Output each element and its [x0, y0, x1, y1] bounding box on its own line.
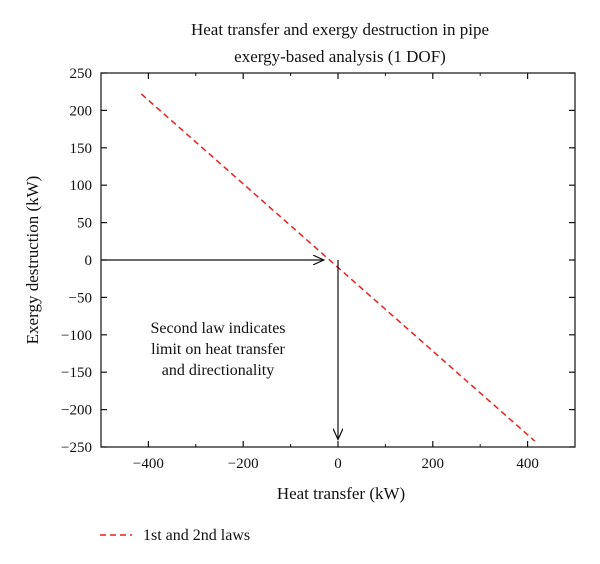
y-tick-label: 250 [70, 66, 93, 82]
x-tick-label: 200 [422, 456, 445, 472]
chart-title-line-1: Heat transfer and exergy destruction in … [191, 20, 489, 39]
chart-title-line-2: exergy-based analysis (1 DOF) [234, 47, 446, 66]
annotation-line-3: and directionality [162, 362, 274, 379]
x-axis: −400 −200 0 200 400 [133, 73, 539, 472]
y-axis-label: Exergy destruction (kW) [23, 176, 42, 345]
annotation-line-1: Second law indicates [150, 320, 285, 337]
y-tick-label: −150 [61, 365, 92, 381]
x-tick-label: 400 [516, 456, 539, 472]
y-tick-label: −50 [69, 290, 92, 306]
x-tick-label: −400 [133, 456, 164, 472]
y-axis: 250 200 150 100 50 0 −50 −100 −150 −200 −250 [61, 66, 575, 456]
x-tick-label: −200 [228, 456, 259, 472]
x-axis-label: Heat transfer (kW) [277, 484, 405, 503]
x-tick-label: 0 [334, 456, 342, 472]
y-tick-label: 100 [70, 178, 93, 194]
y-tick-label: 0 [85, 253, 93, 269]
y-tick-label: 50 [77, 216, 92, 232]
y-tick-label: −100 [61, 328, 92, 344]
y-tick-label: −200 [61, 403, 92, 419]
annotation-line-2: limit on heat transfer [151, 341, 285, 358]
y-tick-label: 200 [70, 103, 93, 119]
y-tick-label: 150 [70, 141, 93, 157]
legend-label: 1st and 2nd laws [143, 527, 250, 544]
y-tick-label: −250 [61, 440, 92, 456]
